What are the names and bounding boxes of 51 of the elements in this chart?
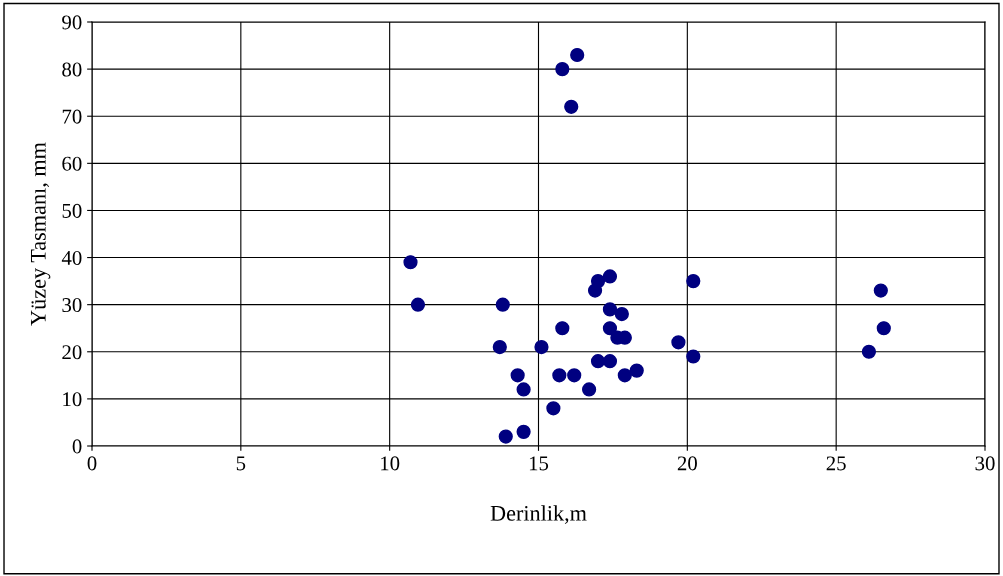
point xyxy=(590,354,606,369)
x-tick-label: 20 xyxy=(677,456,697,471)
point xyxy=(686,274,701,289)
point xyxy=(587,283,603,298)
x-axis-title: Derinlik,m xyxy=(490,505,587,525)
point xyxy=(602,269,618,284)
point xyxy=(555,321,570,336)
y-tick-label: 0 xyxy=(72,439,82,454)
x-tick-label: 0 xyxy=(87,456,97,471)
point xyxy=(617,368,632,383)
point xyxy=(873,283,888,298)
point xyxy=(564,99,579,114)
point xyxy=(861,344,877,359)
y-tick-label: 10 xyxy=(63,392,82,407)
point xyxy=(534,339,549,355)
point xyxy=(546,401,561,416)
point xyxy=(403,255,418,270)
point xyxy=(492,339,507,355)
point xyxy=(552,368,567,383)
point xyxy=(516,424,531,439)
point xyxy=(495,297,510,312)
y-tick-label: 80 xyxy=(62,62,82,77)
point xyxy=(498,429,513,444)
y-tick-label: 50 xyxy=(62,203,82,218)
y-tick-label: 20 xyxy=(62,345,82,360)
x-tick-label: 30 xyxy=(975,456,995,471)
point xyxy=(567,368,582,383)
y-tick-label: 30 xyxy=(62,298,82,313)
point xyxy=(555,62,570,77)
point xyxy=(570,47,585,63)
y-axis-title: Yüzey Tasmanı, mm xyxy=(30,142,51,326)
point xyxy=(876,321,891,336)
point xyxy=(614,306,629,322)
x-tick-label: 15 xyxy=(529,456,549,471)
y-tick-label: 70 xyxy=(62,109,82,124)
point xyxy=(686,349,701,364)
point xyxy=(516,382,531,397)
point xyxy=(582,382,597,397)
point xyxy=(629,363,644,378)
x-tick-label: 5 xyxy=(236,456,246,471)
x-tick-label: 25 xyxy=(826,456,846,471)
y-tick-label: 90 xyxy=(62,15,82,30)
point xyxy=(410,297,426,312)
point xyxy=(510,368,525,383)
point xyxy=(602,302,618,317)
point xyxy=(602,321,618,336)
x-tick-label: 10 xyxy=(381,456,400,471)
y-tick-label: 40 xyxy=(61,250,82,265)
point xyxy=(602,354,618,369)
y-tick-label: 60 xyxy=(62,156,82,171)
point xyxy=(671,335,686,350)
